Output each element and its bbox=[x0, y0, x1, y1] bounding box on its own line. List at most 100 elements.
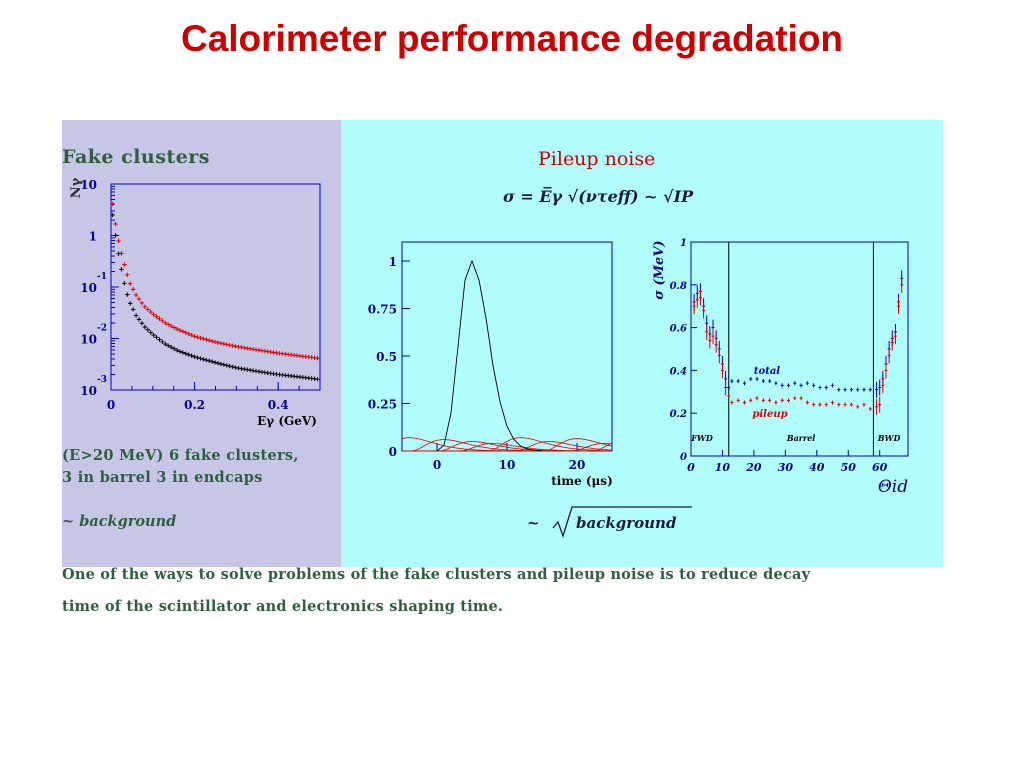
fake-point-s0 bbox=[189, 332, 194, 338]
fake-point-s0 bbox=[230, 343, 235, 348]
fake-point-s0 bbox=[113, 221, 118, 227]
sigma-xtick-label: 20 bbox=[745, 461, 762, 474]
sigma-chart-frame bbox=[690, 241, 909, 457]
fake-point-s1 bbox=[180, 350, 186, 355]
page-title: Calorimeter performance degradation bbox=[180, 18, 844, 59]
fake-point-s1 bbox=[236, 365, 241, 371]
fake-point-s0 bbox=[198, 335, 203, 341]
fake-point-s1 bbox=[171, 346, 177, 351]
fake-point-s0 bbox=[215, 340, 221, 345]
sigma-xtick-label: 0 bbox=[687, 461, 695, 474]
fake-point-s0 bbox=[218, 341, 224, 346]
fake-point-s1 bbox=[163, 341, 168, 347]
fake-point-s0 bbox=[204, 337, 209, 342]
fake-point-s1 bbox=[183, 351, 189, 356]
sigma-xtick-label: 40 bbox=[809, 461, 825, 474]
fake-point-s0 bbox=[183, 330, 189, 335]
conclusion-line2: time of the scintillator and electronics… bbox=[62, 598, 504, 615]
fake-ytick-label: 10 bbox=[80, 178, 97, 192]
fake-point-s1 bbox=[125, 292, 130, 297]
pulse-chart-frame bbox=[401, 241, 613, 452]
fake-point-s1 bbox=[128, 301, 133, 306]
fake-point-s1 bbox=[168, 344, 174, 350]
fake-point-s1 bbox=[136, 317, 142, 322]
fake-ytick-label: 10 bbox=[80, 384, 97, 398]
fake-point-s0 bbox=[192, 334, 197, 339]
fake-point-s1 bbox=[177, 349, 183, 354]
fake-point-s0 bbox=[110, 201, 115, 207]
fake-ytick-exponent: -3 bbox=[97, 375, 107, 385]
region-label: Barrel bbox=[786, 433, 816, 443]
fake-ytick-label: 1 bbox=[89, 230, 97, 244]
sigma-xtick-label: 30 bbox=[778, 461, 794, 474]
pileup-noise-title: Pileup noise bbox=[538, 148, 656, 170]
fake-point-s0 bbox=[136, 296, 142, 302]
fake-point-s1 bbox=[315, 376, 320, 382]
fake-point-s0 bbox=[227, 342, 232, 348]
region-label: BWD bbox=[877, 433, 901, 443]
fake-point-s0 bbox=[139, 300, 145, 306]
fake-point-s1 bbox=[130, 307, 136, 312]
fake-point-s0 bbox=[163, 320, 168, 326]
sigma-xtick-label: 50 bbox=[841, 461, 857, 474]
sigma-ytick-label: 0.2 bbox=[670, 409, 687, 420]
fake-point-s1 bbox=[218, 361, 224, 367]
sigma-ytick-label: 1 bbox=[680, 238, 687, 249]
fake-clusters-title: Fake clusters bbox=[62, 146, 210, 168]
pulse-ytick-label: 1 bbox=[389, 255, 397, 269]
sigma-ytick-label: 0.8 bbox=[670, 281, 687, 292]
fake-point-s1 bbox=[110, 212, 115, 218]
fake-point-s1 bbox=[154, 335, 159, 340]
fake-point-s1 bbox=[250, 368, 256, 373]
fake-chart-frame bbox=[110, 183, 321, 391]
fake-point-s1 bbox=[192, 354, 197, 360]
fake-point-s0 bbox=[160, 318, 165, 324]
fake-point-s1 bbox=[201, 357, 206, 362]
fake-point-s1 bbox=[122, 281, 127, 286]
fake-point-s1 bbox=[113, 233, 118, 238]
fake-xtick-label: 0.4 bbox=[268, 398, 289, 412]
fake-point-s1 bbox=[145, 327, 150, 332]
fake-xtick-label: 0 bbox=[107, 398, 115, 412]
fake-point-s0 bbox=[145, 307, 150, 312]
fake-ytick-label: 10 bbox=[80, 333, 97, 347]
sigma-xtick-label: 60 bbox=[872, 461, 888, 474]
fake-point-s1 bbox=[198, 356, 203, 361]
fake-xlabel: Eγ (GeV) bbox=[257, 414, 317, 428]
pulse-ytick-label: 0.5 bbox=[376, 350, 397, 364]
fake-point-s0 bbox=[201, 336, 206, 341]
pulse-xlabel: time (μs) bbox=[551, 474, 613, 488]
fake-point-s1 bbox=[166, 343, 171, 348]
fake-point-s1 bbox=[195, 355, 200, 360]
fake-point-s1 bbox=[242, 366, 247, 372]
sigma-ytick-label: 0.6 bbox=[670, 324, 687, 335]
fake-point-s0 bbox=[157, 316, 162, 321]
fake-point-s0 bbox=[130, 287, 136, 292]
fake-point-s0 bbox=[122, 262, 127, 267]
fake-ytick-exponent: -1 bbox=[97, 272, 107, 282]
legend-total: total bbox=[754, 366, 780, 377]
fake-point-s1 bbox=[174, 348, 180, 353]
sigma-xlabel: Θid bbox=[878, 477, 908, 497]
fake-point-s0 bbox=[148, 309, 153, 315]
sigma-ytick-label: 0.4 bbox=[670, 366, 687, 377]
sigma-ytick-label: 0 bbox=[680, 452, 687, 463]
fake-point-s1 bbox=[245, 367, 250, 372]
fake-point-s1 bbox=[151, 332, 156, 338]
fake-point-s0 bbox=[180, 329, 186, 334]
fake-point-s1 bbox=[209, 359, 215, 364]
pileup-formula: σ = E̅γ √(ντeff) ~ √IP bbox=[503, 187, 694, 206]
fake-point-s0 bbox=[128, 281, 133, 286]
pulse-xtick-label: 0 bbox=[433, 458, 441, 472]
fake-point-s0 bbox=[154, 314, 159, 319]
fake-point-s0 bbox=[174, 326, 180, 332]
fake-point-s1 bbox=[221, 362, 227, 367]
fake-point-s0 bbox=[116, 238, 121, 244]
legend-pileup: pileup bbox=[752, 409, 787, 420]
signal-pulse bbox=[436, 259, 543, 452]
fake-point-s0 bbox=[212, 339, 218, 345]
fake-point-s1 bbox=[133, 313, 139, 318]
fake-point-s0 bbox=[171, 325, 177, 330]
fake-point-s1 bbox=[224, 363, 229, 368]
